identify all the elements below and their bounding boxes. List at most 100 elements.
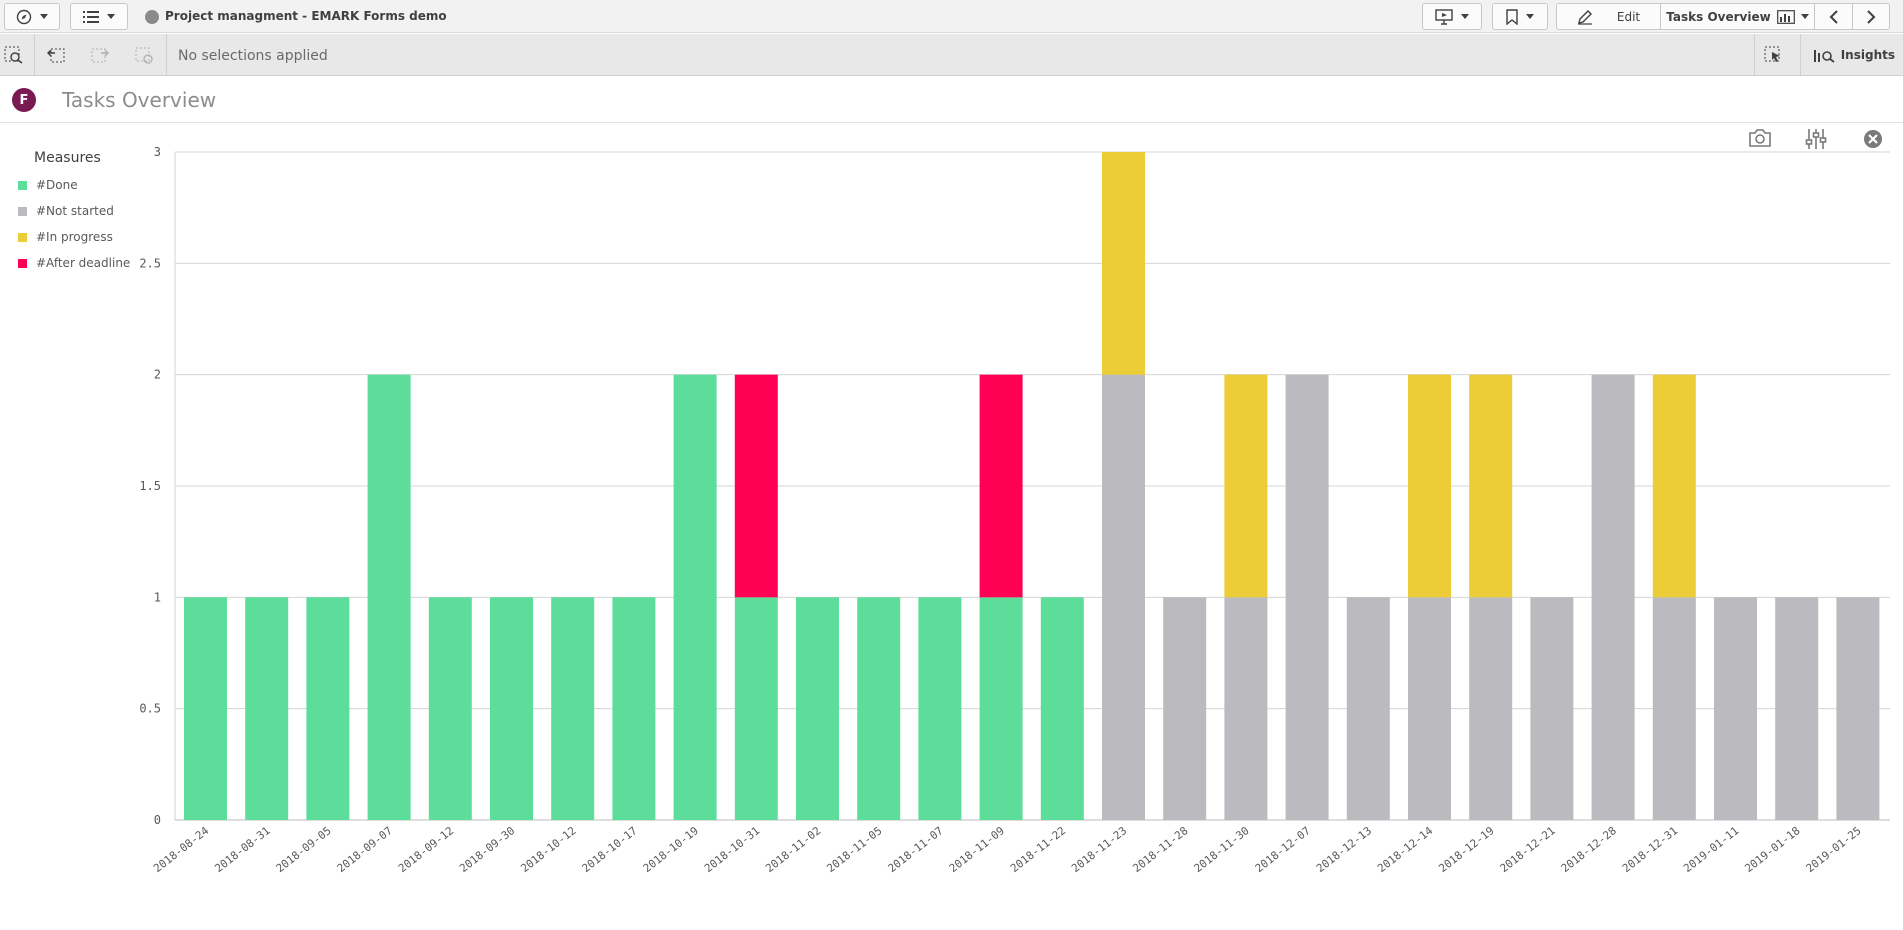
legend-swatch: [18, 258, 27, 268]
x-tick-label: 2018-10-19: [641, 824, 701, 875]
sheet-controls: Edit Tasks Overview: [1556, 3, 1890, 30]
exploration-menu-button[interactable]: [1805, 128, 1829, 152]
divider: [1754, 34, 1755, 76]
y-tick-label: 0.5: [139, 702, 161, 716]
app-title: Project managment - EMARK Forms demo: [165, 9, 447, 23]
bar-segment[interactable]: [1408, 597, 1451, 820]
chevron-down-icon: [107, 14, 115, 19]
divider: [34, 34, 35, 76]
sheet-logo: F: [12, 88, 36, 112]
bookmark-icon: [1506, 8, 1518, 25]
x-tick-label: 2018-12-21: [1498, 824, 1558, 875]
y-tick-label: 2: [154, 368, 161, 382]
x-tick-label: 2018-10-17: [580, 824, 640, 875]
sheet-header: F Tasks Overview: [0, 77, 1903, 123]
bar-segment[interactable]: [1591, 374, 1635, 820]
bar-segment[interactable]: [918, 597, 962, 820]
chart-legend: Measures #Done #Not started #In progress…: [16, 150, 130, 276]
legend-item-done[interactable]: #Done: [16, 172, 130, 198]
bar-segment[interactable]: [490, 597, 533, 820]
snapshot-button[interactable]: [1748, 128, 1772, 152]
bar-segment[interactable]: [184, 597, 227, 820]
bar-segment[interactable]: [1836, 597, 1880, 820]
bar-segment[interactable]: [1652, 597, 1696, 820]
insights-icon: [1813, 50, 1835, 63]
clear-selections-button[interactable]: [132, 43, 156, 67]
selections-bar: No selections applied Insights: [0, 34, 1903, 76]
bar-segment[interactable]: [367, 374, 411, 820]
x-tick-label: 2018-12-14: [1375, 824, 1435, 875]
bar-segment[interactable]: [1530, 597, 1574, 820]
step-back-button[interactable]: [44, 43, 68, 67]
x-tick-label: 2018-09-12: [396, 824, 456, 875]
bar-segment[interactable]: [1102, 152, 1145, 375]
presentation-icon: [1435, 8, 1453, 25]
bar-segment[interactable]: [673, 374, 717, 820]
present-button[interactable]: [1422, 3, 1482, 30]
bar-segment[interactable]: [1163, 597, 1207, 820]
legend-item-after-deadline[interactable]: #After deadline: [16, 250, 130, 276]
bar-segment[interactable]: [1224, 597, 1268, 820]
bar-segment[interactable]: [1469, 597, 1513, 820]
close-button[interactable]: [1862, 128, 1886, 152]
bar-segment[interactable]: [1102, 374, 1145, 820]
y-tick-label: 0: [154, 813, 161, 827]
legend-swatch: [18, 180, 27, 190]
bar-segment[interactable]: [306, 597, 350, 820]
bar-segment[interactable]: [1040, 597, 1084, 820]
x-tick-label: 2018-08-24: [151, 824, 211, 875]
y-tick-label: 1: [154, 590, 161, 604]
legend-swatch: [18, 232, 27, 242]
bar-segment[interactable]: [734, 374, 778, 598]
legend-item-not-started[interactable]: #Not started: [16, 198, 130, 224]
bar-segment[interactable]: [734, 597, 778, 820]
bar-segment[interactable]: [1408, 374, 1451, 598]
next-sheet-button[interactable]: [1853, 4, 1889, 29]
bar-segment[interactable]: [979, 597, 1023, 820]
navigation-menu-button[interactable]: [4, 3, 60, 30]
bar-segment[interactable]: [1224, 374, 1268, 598]
pencil-icon: [1577, 9, 1592, 25]
bookmark-button[interactable]: [1492, 3, 1548, 30]
smart-search-button[interactable]: [2, 43, 26, 67]
x-tick-label: 2018-10-31: [702, 824, 762, 875]
sheet-selector-label: Tasks Overview: [1666, 9, 1771, 24]
bar-segment[interactable]: [979, 374, 1023, 598]
legend-item-in-progress[interactable]: #In progress: [16, 224, 130, 250]
bar-segment[interactable]: [796, 597, 839, 820]
bar-segment[interactable]: [1469, 374, 1513, 598]
sheet-selector[interactable]: Tasks Overview: [1661, 4, 1815, 29]
step-forward-button[interactable]: [88, 43, 112, 67]
bar-segment[interactable]: [245, 597, 289, 820]
edit-label: Edit: [1616, 9, 1641, 24]
legend-label: #After deadline: [36, 256, 131, 270]
insights-label: Insights: [1840, 48, 1895, 62]
bar-segment[interactable]: [1775, 597, 1819, 820]
bar-segment[interactable]: [1346, 597, 1390, 820]
bar-segment[interactable]: [428, 597, 472, 820]
bar-segment[interactable]: [612, 597, 656, 820]
x-tick-label: 2018-12-07: [1253, 824, 1313, 875]
selection-tool-button[interactable]: [1762, 43, 1786, 67]
legend-swatch: [18, 206, 27, 216]
page-title: Tasks Overview: [62, 88, 217, 112]
insights-button[interactable]: Insights: [1813, 47, 1895, 63]
bar-segment[interactable]: [551, 597, 595, 820]
sliders-icon: [1805, 129, 1827, 149]
bar-segment[interactable]: [857, 597, 901, 820]
redo-selection-icon: [91, 48, 109, 63]
x-tick-label: 2018-09-07: [335, 824, 395, 875]
x-tick-label: 2018-11-22: [1008, 824, 1068, 875]
x-tick-label: 2018-12-28: [1559, 824, 1619, 875]
y-tick-label: 1.5: [139, 479, 161, 493]
bar-segment[interactable]: [1285, 374, 1329, 820]
top-toolbar: Project managment - EMARK Forms demo Edi…: [0, 0, 1903, 33]
selection-pointer-icon: [1764, 46, 1780, 62]
chevron-down-icon: [1526, 14, 1534, 19]
app-icon: [145, 10, 159, 24]
bar-segment[interactable]: [1652, 374, 1696, 598]
edit-button[interactable]: Edit: [1557, 4, 1661, 29]
previous-sheet-button[interactable]: [1815, 4, 1853, 29]
global-menu-button[interactable]: [70, 3, 128, 30]
bar-segment[interactable]: [1714, 597, 1757, 820]
